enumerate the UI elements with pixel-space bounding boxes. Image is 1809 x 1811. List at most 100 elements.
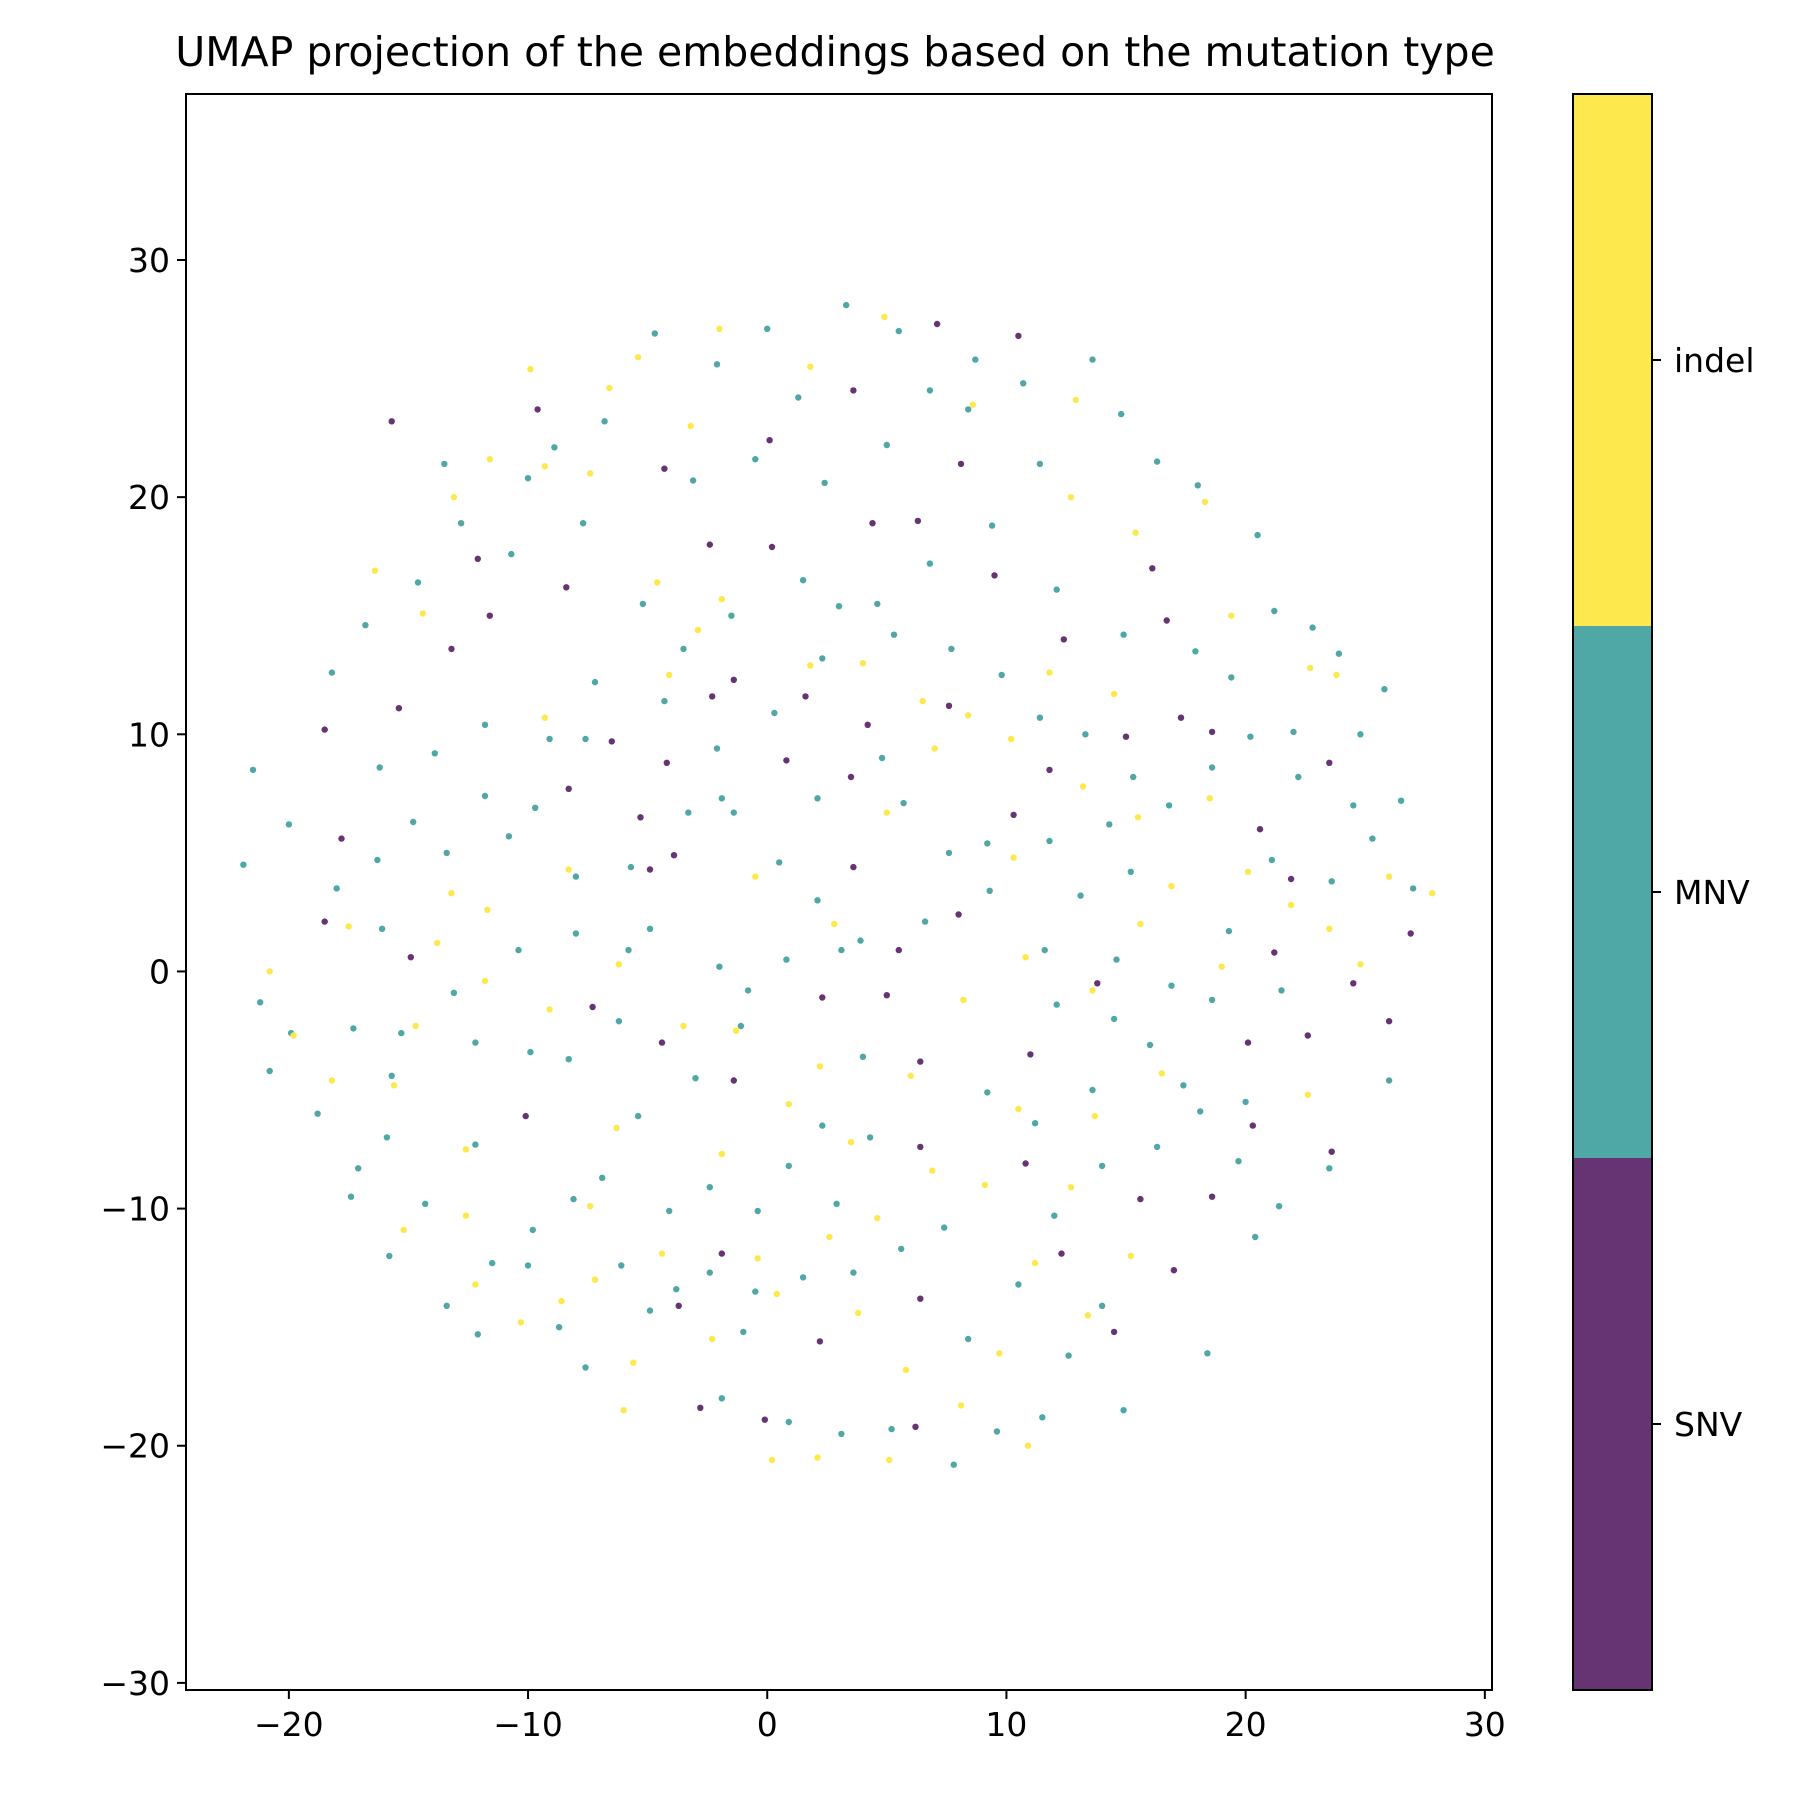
- data-point: [888, 1425, 895, 1433]
- data-point: [646, 925, 654, 932]
- data-point: [692, 1075, 699, 1082]
- data-point: [1010, 854, 1017, 861]
- data-point: [1295, 773, 1302, 781]
- data-point: [1110, 1015, 1118, 1023]
- data-point: [1098, 1302, 1106, 1310]
- data-point: [257, 999, 264, 1006]
- data-point: [984, 1089, 991, 1096]
- data-point: [1357, 731, 1364, 738]
- data-point: [266, 968, 273, 975]
- data-point: [1130, 773, 1137, 781]
- data-point: [534, 406, 541, 413]
- data-point: [819, 1122, 826, 1129]
- data-point: [532, 804, 539, 811]
- data-point: [761, 1416, 768, 1423]
- data-point: [1153, 458, 1161, 465]
- data-point: [1089, 987, 1096, 994]
- data-point: [1122, 733, 1130, 740]
- data-point: [1036, 460, 1044, 468]
- data-point: [1132, 529, 1139, 536]
- data-point: [1256, 826, 1264, 833]
- data-point: [582, 735, 589, 743]
- data-point: [732, 1027, 740, 1034]
- data-point: [730, 809, 737, 816]
- data-point: [505, 833, 513, 840]
- data-point: [637, 814, 644, 821]
- data-point: [728, 612, 735, 619]
- data-point: [1326, 925, 1333, 932]
- data-point: [752, 456, 759, 463]
- data-point: [555, 1324, 563, 1331]
- data-point: [589, 1003, 596, 1011]
- data-point: [666, 671, 673, 679]
- data-point: [579, 520, 587, 527]
- data-point: [285, 821, 293, 828]
- data-point: [472, 1281, 479, 1288]
- data-point: [1137, 1195, 1144, 1203]
- data-point: [917, 1143, 924, 1151]
- data-point: [388, 418, 395, 425]
- data-point: [1041, 946, 1048, 954]
- data-point: [321, 726, 328, 733]
- data-point: [290, 1032, 297, 1039]
- data-point: [378, 925, 386, 932]
- data-point: [1022, 1160, 1029, 1167]
- data-point: [1194, 482, 1202, 489]
- data-point: [969, 401, 977, 408]
- data-point: [1385, 1018, 1393, 1025]
- data-point: [1082, 731, 1089, 738]
- data-point: [689, 477, 697, 484]
- data-point: [1335, 650, 1343, 657]
- x-tick-label: 30: [1464, 1705, 1506, 1744]
- data-point: [912, 1423, 919, 1431]
- data-point: [838, 1430, 845, 1438]
- data-point: [551, 444, 558, 451]
- data-point: [1228, 674, 1235, 681]
- data-point: [996, 1350, 1003, 1357]
- data-point: [869, 520, 876, 527]
- data-point: [1304, 1032, 1312, 1039]
- data-point: [766, 437, 773, 444]
- data-point: [333, 885, 340, 892]
- y-tick-label: −10: [100, 1190, 170, 1229]
- x-tick-label: 10: [985, 1705, 1027, 1744]
- data-point: [864, 721, 871, 728]
- data-point: [898, 1245, 905, 1253]
- data-point: [395, 705, 403, 712]
- data-point: [866, 1134, 874, 1141]
- data-point: [625, 946, 632, 954]
- data-point: [1046, 669, 1053, 676]
- data-point: [1168, 982, 1175, 989]
- data-point: [1180, 1082, 1187, 1089]
- data-point: [489, 1259, 496, 1267]
- data-point: [850, 863, 857, 871]
- data-point: [814, 897, 821, 904]
- data-point: [1046, 837, 1053, 845]
- data-point: [627, 863, 635, 871]
- data-point: [601, 418, 608, 425]
- data-point: [1149, 565, 1156, 572]
- data-point: [1208, 1193, 1216, 1200]
- data-point: [1218, 963, 1225, 970]
- x-tick-label: −20: [254, 1705, 324, 1744]
- data-point: [462, 1146, 470, 1153]
- data-point: [926, 387, 934, 394]
- data-point: [1072, 396, 1080, 404]
- data-point: [362, 622, 369, 629]
- x-axis: −20 −10 0 10 20 30: [254, 1690, 1506, 1744]
- data-point: [572, 930, 580, 937]
- data-point: [902, 1366, 910, 1374]
- data-point: [1357, 961, 1364, 968]
- data-point: [570, 1195, 577, 1203]
- data-point: [680, 645, 687, 653]
- data-point: [945, 702, 953, 709]
- data-point: [1065, 1352, 1072, 1359]
- data-point: [613, 1124, 620, 1132]
- data-point: [718, 795, 725, 802]
- data-point: [630, 1359, 637, 1366]
- data-point: [457, 520, 465, 527]
- data-point: [1015, 1281, 1022, 1288]
- data-point: [1127, 868, 1135, 875]
- data-point: [1168, 882, 1175, 890]
